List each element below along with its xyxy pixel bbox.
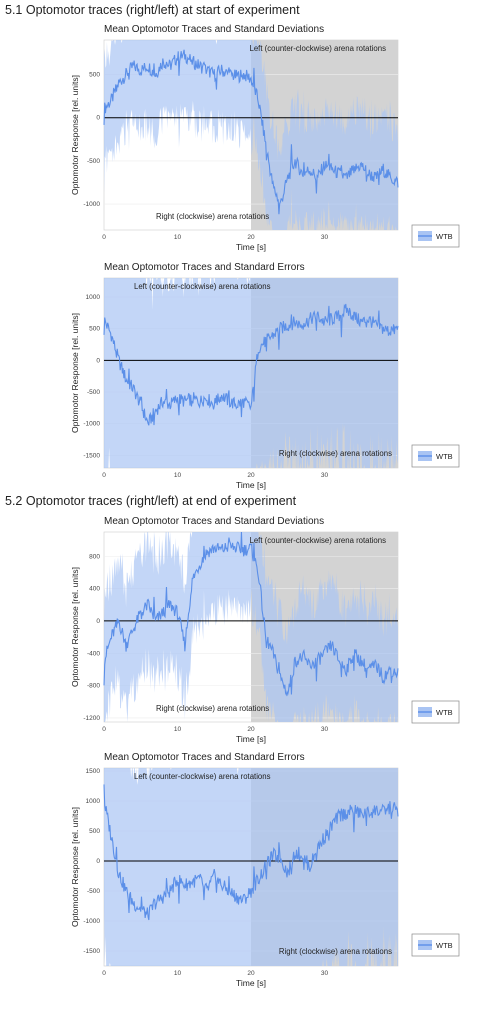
x-tick-label: 10 <box>174 234 182 241</box>
chart-start-se: Mean Optomotor Traces and Standard Error… <box>0 258 483 490</box>
error-band <box>104 532 398 722</box>
y-tick-label: 500 <box>89 828 100 835</box>
x-axis-label: Time [s] <box>236 734 266 744</box>
y-tick-label: -1000 <box>83 918 100 925</box>
annotation-left-rotations: Left (counter-clockwise) arena rotations <box>134 282 271 291</box>
y-axis-label: Optomotor Response [rel. units] <box>70 807 80 927</box>
x-tick-label: 20 <box>247 970 255 977</box>
y-axis-label: Optomotor Response [rel. units] <box>70 567 80 687</box>
x-tick-label: 0 <box>102 726 106 733</box>
x-tick-label: 30 <box>321 970 329 977</box>
x-tick-label: 30 <box>321 726 329 733</box>
y-tick-label: -500 <box>87 888 100 895</box>
x-axis-label: Time [s] <box>236 480 266 490</box>
y-tick-label: 500 <box>89 326 100 333</box>
y-tick-label: -500 <box>87 389 100 396</box>
chart-title: Mean Optomotor Traces and Standard Error… <box>104 262 305 273</box>
legend-box <box>411 224 460 248</box>
y-axis-label: Optomotor Response [rel. units] <box>70 75 80 195</box>
legend-box <box>411 444 460 468</box>
x-tick-label: 0 <box>102 234 106 241</box>
y-tick-label: -1500 <box>83 452 100 459</box>
y-tick-label: -1200 <box>83 715 100 722</box>
chart-start-sd-svg: Mean Optomotor Traces and Standard Devia… <box>70 24 460 252</box>
x-tick-label: 0 <box>102 472 106 479</box>
chart-start-sd: Mean Optomotor Traces and Standard Devia… <box>0 20 483 254</box>
annotation-left-rotations: Left (counter-clockwise) arena rotations <box>249 44 386 53</box>
y-tick-label: 0 <box>96 357 100 364</box>
x-axis-label: Time [s] <box>236 978 266 988</box>
annotation-left-rotations: Left (counter-clockwise) arena rotations <box>134 772 271 781</box>
series-line-wtb <box>103 784 399 921</box>
y-tick-label: -800 <box>87 683 100 690</box>
y-tick-label: -1500 <box>83 948 100 955</box>
y-tick-label: 1000 <box>86 798 101 805</box>
x-tick-label: 10 <box>174 472 182 479</box>
error-band <box>104 768 398 966</box>
chart-start-se-svg: Mean Optomotor Traces and Standard Error… <box>70 262 460 490</box>
chart-end-se: Mean Optomotor Traces and Standard Error… <box>0 750 483 990</box>
legend-label: WTB <box>436 452 453 461</box>
y-tick-label: 0 <box>96 858 100 865</box>
y-tick-label: 1000 <box>86 294 101 301</box>
legend-label: WTB <box>436 708 453 717</box>
annotation-right-rotations: Right (clockwise) arena rotations <box>156 704 269 713</box>
chart-end-se-svg: Mean Optomotor Traces and Standard Error… <box>70 752 460 988</box>
y-axis-label: Optomotor Response [rel. units] <box>70 313 80 433</box>
series-line-wtb <box>103 49 399 215</box>
chart-title: Mean Optomotor Traces and Standard Error… <box>104 752 305 763</box>
legend-label: WTB <box>436 232 453 241</box>
x-tick-label: 10 <box>174 970 182 977</box>
legend-box <box>411 700 460 724</box>
x-tick-label: 30 <box>321 234 329 241</box>
annotation-left-rotations: Left (counter-clockwise) arena rotations <box>249 536 386 545</box>
x-tick-label: 20 <box>247 472 255 479</box>
annotation-right-rotations: Right (clockwise) arena rotations <box>279 947 392 956</box>
legend-box <box>411 933 460 957</box>
y-tick-label: -500 <box>87 158 100 165</box>
chart-end-sd-svg: Mean Optomotor Traces and Standard Devia… <box>70 516 460 744</box>
y-tick-label: 0 <box>96 115 100 122</box>
section-title-start: 5.1 Optomotor traces (right/left) at sta… <box>5 3 300 17</box>
x-tick-label: 20 <box>247 234 255 241</box>
y-tick-label: 400 <box>89 586 100 593</box>
series-line-wtb <box>103 303 399 426</box>
y-tick-label: -1000 <box>83 201 100 208</box>
error-band <box>104 40 398 230</box>
series-line-wtb <box>103 531 399 697</box>
annotation-right-rotations: Right (clockwise) arena rotations <box>279 449 392 458</box>
y-tick-label: 1500 <box>86 768 101 775</box>
x-tick-label: 30 <box>321 472 329 479</box>
x-axis-label: Time [s] <box>236 242 266 252</box>
x-tick-label: 0 <box>102 970 106 977</box>
x-tick-label: 20 <box>247 726 255 733</box>
x-tick-label: 10 <box>174 726 182 733</box>
section-title-end: 5.2 Optomotor traces (right/left) at end… <box>5 494 297 508</box>
chart-title: Mean Optomotor Traces and Standard Devia… <box>104 516 324 527</box>
y-tick-label: -1000 <box>83 421 100 428</box>
legend-label: WTB <box>436 941 453 950</box>
y-tick-label: 0 <box>96 618 100 625</box>
chart-title: Mean Optomotor Traces and Standard Devia… <box>104 24 324 35</box>
error-band <box>104 278 398 468</box>
y-tick-label: 500 <box>89 72 100 79</box>
y-tick-label: -400 <box>87 650 100 657</box>
y-tick-label: 800 <box>89 553 100 560</box>
chart-end-sd: Mean Optomotor Traces and Standard Devia… <box>0 512 483 746</box>
annotation-right-rotations: Right (clockwise) arena rotations <box>156 212 269 221</box>
